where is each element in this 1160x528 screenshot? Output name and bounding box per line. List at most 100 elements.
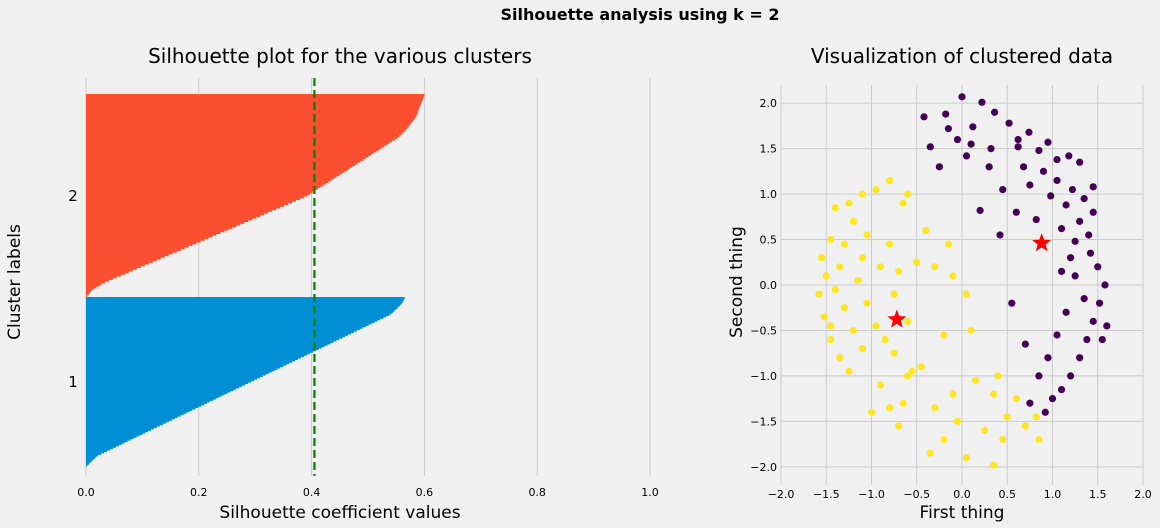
scatter-point-cluster-2 (858, 345, 867, 353)
silhouette-bar (86, 243, 193, 246)
scatter-point-cluster-1 (1026, 181, 1034, 189)
silhouette-bar (86, 138, 395, 141)
silhouette-bar (86, 461, 91, 464)
silhouette-plot: Silhouette plot for the various clusters… (5, 44, 659, 523)
figure-suptitle: Silhouette analysis using k = 2 (501, 5, 780, 24)
scatter-point-cluster-1 (1057, 267, 1066, 275)
silhouette-bar (86, 272, 125, 275)
scatter-point-cluster-2 (990, 390, 998, 398)
silhouette-bar (86, 141, 390, 144)
silhouette-ylabel: Cluster labels (5, 224, 25, 340)
silhouette-bar (86, 262, 149, 265)
scatter-xtick: 0.0 (953, 488, 971, 501)
silhouette-bar (86, 134, 400, 138)
scatter-point-cluster-2 (1021, 422, 1029, 430)
silhouette-bar (86, 329, 357, 332)
silhouette-bar (86, 97, 424, 100)
silhouette-bar (86, 316, 384, 319)
silhouette-bar (86, 457, 95, 460)
cluster-label-2: 2 (68, 187, 78, 205)
scatter-point-cluster-1 (967, 140, 975, 148)
silhouette-bar (86, 437, 134, 440)
silhouette-bar (86, 112, 418, 115)
silhouette-bar (86, 185, 321, 189)
scatter-point-cluster-1 (920, 113, 928, 121)
scatter-point-cluster-2 (971, 376, 980, 385)
scatter-point-cluster-1 (985, 163, 993, 171)
scatter-point-cluster-2 (886, 176, 894, 185)
scatter-point-cluster-1 (962, 152, 971, 160)
silhouette-bar (86, 325, 366, 328)
scatter-point-cluster-1 (1089, 317, 1097, 325)
silhouette-bar (86, 253, 169, 257)
silhouette-bar (86, 286, 97, 289)
scatter-point-cluster-2 (827, 322, 835, 330)
silhouette-bar (86, 401, 207, 404)
silhouette-bar (86, 201, 293, 204)
silhouette-bar (86, 430, 149, 433)
silhouette-bar (86, 459, 92, 462)
silhouette-xtick: 0.0 (77, 486, 95, 499)
silhouette-bar (86, 126, 408, 129)
silhouette-bar (86, 265, 141, 268)
silhouette-bar (86, 425, 157, 428)
silhouette-bar (86, 194, 308, 197)
scatter-point-cluster-1 (953, 135, 962, 144)
scatter-point-cluster-1 (978, 98, 986, 106)
silhouette-bar (86, 116, 416, 119)
scatter-point-cluster-1 (935, 163, 943, 171)
silhouette-bar (86, 170, 345, 173)
scatter-point-cluster-1 (1014, 143, 1022, 151)
silhouette-bar (86, 184, 324, 187)
silhouette-bar (86, 252, 173, 255)
scatter-point-cluster-1 (1067, 372, 1075, 380)
scatter-point-cluster-2 (940, 331, 948, 339)
silhouette-bar (86, 451, 105, 454)
scatter-point-cluster-2 (999, 435, 1007, 444)
silhouette-bar (86, 410, 190, 413)
silhouette-bar (86, 226, 233, 229)
silhouette-bar (86, 335, 346, 338)
scatter-point-cluster-2 (867, 408, 876, 416)
scatter-point-cluster-1 (1067, 254, 1075, 262)
silhouette-bar (86, 360, 293, 363)
scatter-point-cluster-2 (994, 372, 1002, 380)
scatter-point-cluster-1 (1035, 372, 1043, 380)
silhouette-bar (86, 247, 185, 250)
silhouette-bar (86, 416, 178, 419)
scatter-xlabel: First thing (920, 503, 1005, 523)
silhouette-bar (86, 442, 122, 445)
scatter-point-cluster-1 (1062, 201, 1070, 209)
scatter-point-cluster-1 (1032, 215, 1040, 224)
silhouette-bar (86, 362, 290, 365)
silhouette-bar (86, 258, 157, 262)
silhouette-bar (86, 128, 407, 131)
silhouette-bar (86, 145, 385, 148)
silhouette-bar (86, 343, 328, 346)
scatter-point-cluster-1 (1089, 208, 1097, 216)
scatter-point-cluster-1 (1057, 225, 1066, 233)
scatter-point-cluster-1 (1071, 272, 1079, 280)
scatter-point-cluster-1 (1026, 399, 1034, 407)
silhouette-bar (86, 458, 94, 461)
silhouette-bar (86, 321, 375, 324)
silhouette-bar (86, 213, 265, 216)
scatter-ytick: −2.0 (750, 461, 777, 474)
silhouette-bar (86, 319, 378, 322)
scatter-plot: Visualization of clustered data −2.0 −1.5… (727, 44, 1152, 523)
scatter-point-cluster-1 (1044, 354, 1052, 362)
silhouette-bar (86, 333, 348, 336)
silhouette-bar (86, 146, 382, 149)
scatter-point-cluster-2 (899, 199, 907, 207)
silhouette-bar (86, 369, 275, 372)
scatter-ytick: 1.0 (760, 188, 778, 201)
silhouette-bar (86, 339, 337, 342)
scatter-point-cluster-2 (836, 263, 844, 271)
silhouette-bar (86, 177, 334, 180)
silhouette-bar (86, 413, 184, 416)
silhouette-bar (86, 350, 313, 353)
scatter-xtick: 1.0 (1044, 488, 1062, 501)
scatter-point-cluster-2 (926, 449, 934, 457)
silhouette-bar (86, 143, 387, 146)
silhouette-bar (86, 100, 422, 104)
